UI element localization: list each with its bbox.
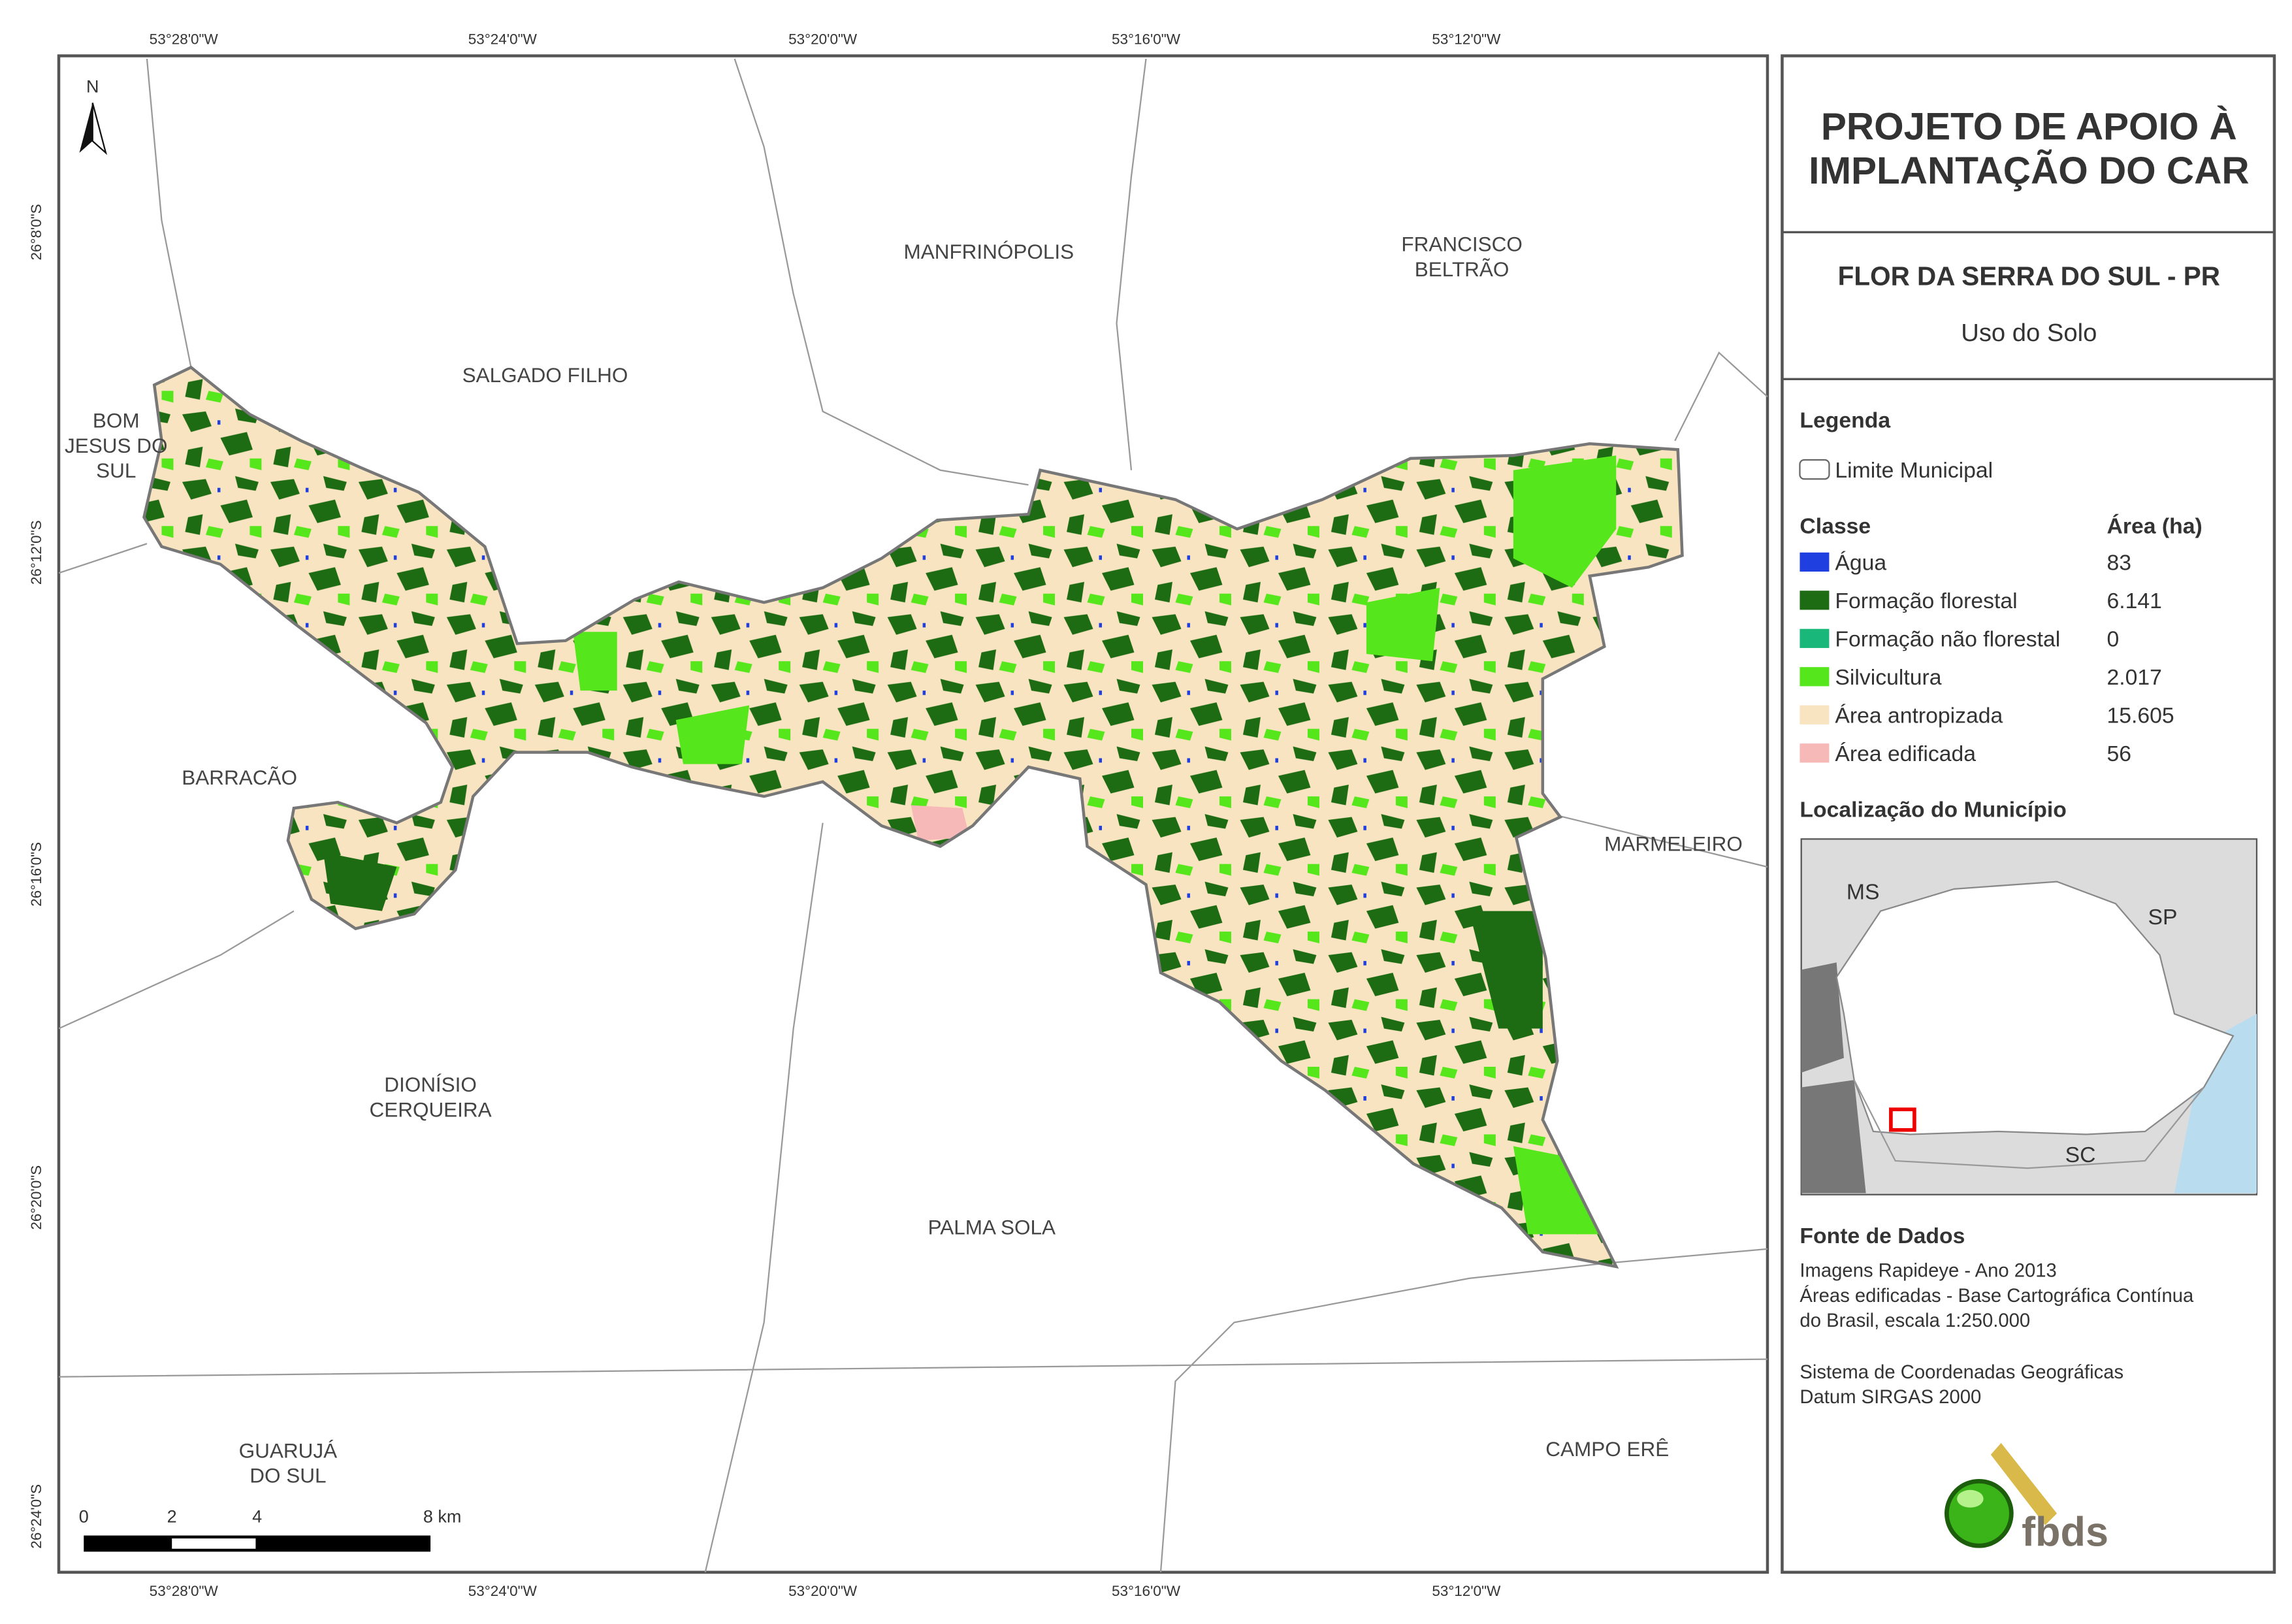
crs-line: Datum SIRGAS 2000 [1800, 1387, 1981, 1408]
place-label: BOM [93, 409, 140, 432]
panel-frame [1781, 54, 2276, 1574]
place-label: SUL [96, 459, 136, 482]
scale-bar-bg [84, 1535, 431, 1552]
inset-location [1889, 1107, 1916, 1132]
place-label: PALMA SOLA [928, 1215, 1056, 1239]
logo-circle [1945, 1478, 2014, 1548]
place-label: CAMPO ERÊ [1545, 1437, 1669, 1461]
source-line: Áreas edificadas - Base Cartográfica Con… [1800, 1285, 2194, 1307]
source-line: Imagens Rapideye - Ano 2013 [1800, 1261, 2056, 1282]
boundary-label: Limite Municipal [1835, 458, 1993, 483]
legend-area: 2.017 [2107, 665, 2162, 690]
place-label: BELTRÃO [1415, 257, 1509, 281]
lat-label: 26°12'0"S [28, 520, 44, 585]
inset-label: SP [2148, 905, 2178, 930]
scale-label: 8 km [423, 1506, 461, 1526]
logo-stripe [1990, 1442, 2058, 1525]
source-line: do Brasil, escala 1:250.000 [1800, 1310, 2030, 1331]
boundary-swatch [1799, 459, 1830, 480]
sources-title: Fonte de Dados [1800, 1224, 1965, 1248]
graticule-labels: 53°28'0"W 53°24'0"W 53°20'0"W 53°16'0"W … [28, 31, 1501, 1599]
place-label: CERQUEIRA [369, 1097, 491, 1121]
legend-area: 0 [2107, 627, 2120, 652]
legend-class: Água [1835, 551, 1886, 576]
crs-line: Sistema de Coordenadas Geográficas [1800, 1362, 2123, 1383]
scale-label: 4 [252, 1506, 262, 1526]
inset-map: MS SP SC [1800, 838, 2258, 1195]
lat-label: 26°24'0"S [28, 1484, 44, 1549]
theme: Uso do Solo [1961, 319, 2097, 347]
place-label: DIONÍSIO [384, 1073, 477, 1096]
inset-neighbour [1801, 962, 1866, 1194]
place-label: MARMELEIRO [1604, 832, 1743, 855]
scale-label: 2 [167, 1506, 177, 1526]
lon-label: 53°12'0"W [1432, 31, 1501, 47]
lon-label: 53°24'0"W [468, 31, 538, 47]
title-line: PROJETO DE APOIO À [1821, 105, 2237, 148]
legend-swatch [1800, 628, 1830, 648]
lon-label: 53°20'0"W [788, 1583, 858, 1599]
legend-swatch [1800, 591, 1830, 610]
legend-class: Área edificada [1835, 741, 1976, 766]
neighbour-boundaries [58, 58, 1768, 1573]
lon-label: 53°16'0"W [1112, 31, 1181, 47]
place-label: FRANCISCO [1401, 233, 1522, 256]
logo: fbds [1945, 1442, 2108, 1555]
logo-text: fbds [2022, 1509, 2108, 1555]
lon-label: 53°16'0"W [1112, 1583, 1181, 1599]
title-line: IMPLANTAÇÃO DO CAR [1809, 149, 2250, 192]
place-labels: MANFRINÓPOLIS FRANCISCO BELTRÃO SALGADO … [65, 233, 1743, 1487]
north-arrow-right [91, 103, 108, 155]
place-label: SALGADO FILHO [462, 363, 628, 387]
subtitle: FLOR DA SERRA DO SUL - PR [1838, 261, 2220, 291]
legend-swatch [1800, 552, 1830, 572]
lat-label: 26°20'0"S [28, 1165, 44, 1230]
place-label: MANFRINÓPOLIS [903, 240, 1074, 263]
land-use-patches [323, 455, 1617, 1235]
class-header: Classe [1800, 514, 1871, 539]
place-label: DO SUL [250, 1464, 326, 1487]
place-label: BARRACÃO [182, 766, 297, 789]
lon-label: 53°12'0"W [1432, 1583, 1501, 1599]
area-header: Área (ha) [2107, 514, 2203, 539]
legend-swatch [1800, 705, 1830, 724]
scale-label: 0 [79, 1506, 89, 1526]
location-title: Localização do Município [1800, 798, 2066, 822]
lon-label: 53°24'0"W [468, 1583, 538, 1599]
legend-class: Área antropizada [1835, 704, 2003, 728]
inset-border [1853, 1079, 2204, 1169]
lon-label: 53°28'0"W [150, 1583, 219, 1599]
scale-bar: 0 2 4 8 km [79, 1506, 461, 1552]
legend-class: Formação não florestal [1835, 627, 2060, 652]
place-label: GUARUJÁ [239, 1438, 337, 1462]
lat-label: 26°8'0"S [28, 204, 44, 260]
lat-label: 26°16'0"S [28, 842, 44, 907]
inset-label: MS [1847, 880, 1880, 905]
lon-label: 53°20'0"W [788, 31, 858, 47]
inset-label: SC [2065, 1143, 2096, 1167]
scale-bar-segment [172, 1538, 256, 1549]
legend-swatch [1800, 667, 1830, 687]
legend-title: Legenda [1800, 408, 1890, 433]
legend-class: Formação florestal [1835, 589, 2017, 613]
legend-area: 83 [2107, 551, 2132, 576]
place-label: JESUS DO [65, 434, 167, 457]
legend-area: 6.141 [2107, 589, 2162, 613]
logo-highlight [1957, 1489, 1984, 1508]
inset-ocean [2174, 1014, 2257, 1194]
north-label: N [86, 77, 99, 97]
side-panel: PROJETO DE APOIO À IMPLANTAÇÃO DO CAR FL… [1782, 105, 2274, 1555]
legend-area: 56 [2107, 741, 2132, 766]
legend-rows: Água 83 Formação florestal 6.141 Formação nã… [1800, 551, 2174, 766]
legend-swatch [1800, 743, 1830, 763]
legend-class: Silvicultura [1835, 665, 1941, 690]
legend-area: 15.605 [2107, 704, 2174, 728]
lon-label: 53°28'0"W [150, 31, 219, 47]
